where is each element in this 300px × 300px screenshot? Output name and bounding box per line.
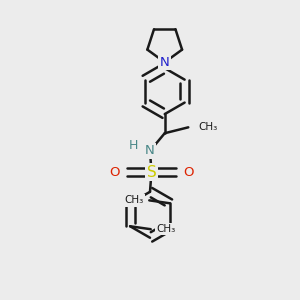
Text: H: H xyxy=(129,139,139,152)
Text: S: S xyxy=(147,165,156,180)
Text: CH₃: CH₃ xyxy=(124,195,143,205)
Text: CH₃: CH₃ xyxy=(157,224,176,234)
Text: O: O xyxy=(183,166,194,178)
Text: N: N xyxy=(145,144,155,158)
Text: CH₃: CH₃ xyxy=(199,122,218,132)
Text: O: O xyxy=(110,166,120,178)
Text: N: N xyxy=(160,56,169,69)
